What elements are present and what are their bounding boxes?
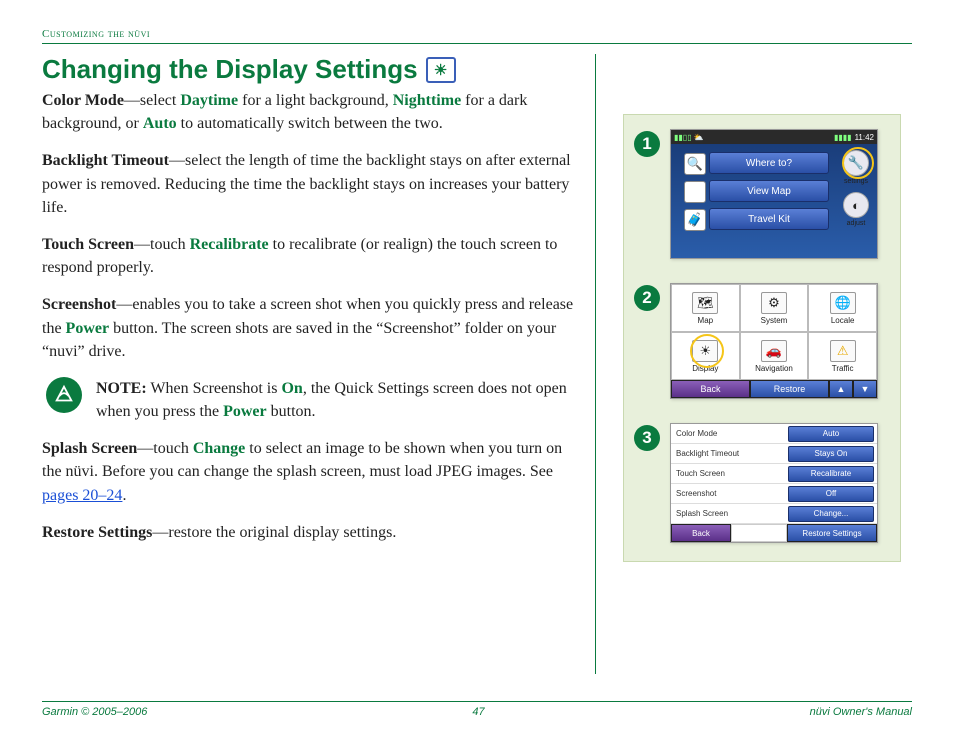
step-2: 2 🗺Map ⚙System 🌐Locale ☀Display 🚗Navigat… <box>634 283 890 399</box>
page-footer: Garmin © 2005–2006 47 nüvi Owner's Manua… <box>42 701 912 718</box>
row-splash: Splash ScreenChange... <box>671 504 877 524</box>
navigation-icon: 🚗 <box>761 340 787 362</box>
row-color-mode: Color ModeAuto <box>671 424 877 444</box>
para-screenshot: Screenshot—enables you to take a screen … <box>42 293 577 363</box>
signal-icon: ▮▮▯▯ ⛅ <box>674 133 704 142</box>
adjust-label: adjust <box>841 220 871 227</box>
footer-copyright: Garmin © 2005–2006 <box>42 706 147 718</box>
term: Backlight Timeout <box>42 152 169 169</box>
para-restore: Restore Settings—restore the original di… <box>42 521 577 544</box>
device-screen-settings: 🗺Map ⚙System 🌐Locale ☀Display 🚗Navigatio… <box>670 283 878 399</box>
footer-manual-title: nüvi Owner's Manual <box>810 706 912 718</box>
para-touchscreen: Touch Screen—touch Recalibrate to recali… <box>42 233 577 279</box>
step-1: 1 ▮▮▯▯ ⛅ ▮▮▮▮11:42 🔍Where to? 🗺View Map … <box>634 129 890 259</box>
suitcase-icon: 🧳 <box>684 209 706 231</box>
section-header: Customizing the nüvi <box>42 28 912 44</box>
para-backlight: Backlight Timeout—select the length of t… <box>42 149 577 219</box>
note-text: NOTE: When Screenshot is On, the Quick S… <box>96 377 577 423</box>
step-badge-2: 2 <box>634 285 660 311</box>
page-title-text: Changing the Display Settings <box>42 54 418 85</box>
para-splash: Splash Screen—touch Change to select an … <box>42 437 577 507</box>
figure-panel: 1 ▮▮▯▯ ⛅ ▮▮▮▮11:42 🔍Where to? 🗺View Map … <box>623 114 901 562</box>
value-button[interactable]: Off <box>788 486 874 502</box>
row-backlight: Backlight TimeoutStays On <box>671 444 877 464</box>
footer-page-number: 47 <box>472 706 484 718</box>
device-screen-display-settings: Color ModeAuto Backlight TimeoutStays On… <box>670 423 878 543</box>
para-color-mode: Color Mode—select Daytime for a light ba… <box>42 89 577 135</box>
clock: 11:42 <box>855 133 874 142</box>
display-settings-icon: ☀ <box>426 57 456 83</box>
term: Screenshot <box>42 296 116 313</box>
settings-cell-map[interactable]: 🗺Map <box>671 284 740 332</box>
adjust-icon[interactable]: ◐ <box>843 192 869 218</box>
settings-cell-traffic[interactable]: ⚠Traffic <box>808 332 877 380</box>
value-button[interactable]: Change... <box>788 506 874 522</box>
highlight-ring-icon <box>690 334 724 368</box>
main-text-column: Changing the Display Settings ☀ Color Mo… <box>42 54 596 674</box>
warning-icon: ⚠ <box>830 340 856 362</box>
highlight-ring-icon <box>842 147 874 179</box>
map-icon: 🗺 <box>692 292 718 314</box>
settings-cell-locale[interactable]: 🌐Locale <box>808 284 877 332</box>
note-block: NOTE: When Screenshot is On, the Quick S… <box>46 377 577 423</box>
globe-icon: 🌐 <box>830 292 856 314</box>
map-icon: 🗺 <box>684 181 706 203</box>
scroll-up-button[interactable]: ▲ <box>829 380 853 398</box>
row-touchscreen: Touch ScreenRecalibrate <box>671 464 877 484</box>
settings-cell-navigation[interactable]: 🚗Navigation <box>740 332 809 380</box>
back-button[interactable]: Back <box>671 380 750 398</box>
restore-settings-button[interactable]: Restore Settings <box>787 524 877 542</box>
term: Color Mode <box>42 92 124 109</box>
value-button[interactable]: Stays On <box>788 446 874 462</box>
settings-label: settings <box>841 178 871 185</box>
back-button[interactable]: Back <box>671 524 731 542</box>
battery-icon: ▮▮▮▮ <box>834 133 852 142</box>
search-icon: 🔍 <box>684 153 706 175</box>
value-button[interactable]: Auto <box>788 426 874 442</box>
term: Touch Screen <box>42 236 134 253</box>
where-to-button[interactable]: 🔍Where to? <box>709 152 829 174</box>
option-recalibrate: Recalibrate <box>190 236 269 253</box>
figure-column: 1 ▮▮▯▯ ⛅ ▮▮▮▮11:42 🔍Where to? 🗺View Map … <box>612 54 912 674</box>
page-title: Changing the Display Settings ☀ <box>42 54 577 85</box>
row-screenshot: ScreenshotOff <box>671 484 877 504</box>
gear-icon: ⚙ <box>761 292 787 314</box>
term: Restore Settings <box>42 524 152 541</box>
page-link[interactable]: pages 20–24 <box>42 487 122 504</box>
status-bar: ▮▮▯▯ ⛅ ▮▮▮▮11:42 <box>671 130 877 144</box>
restore-button[interactable]: Restore <box>750 380 829 398</box>
settings-cell-display[interactable]: ☀Display <box>671 332 740 380</box>
option-daytime: Daytime <box>180 92 238 109</box>
value-button[interactable]: Recalibrate <box>788 466 874 482</box>
note-icon <box>46 377 82 413</box>
step-3: 3 Color ModeAuto Backlight TimeoutStays … <box>634 423 890 543</box>
option-power: Power <box>66 320 110 337</box>
option-nighttime: Nighttime <box>393 92 461 109</box>
scroll-down-button[interactable]: ▼ <box>853 380 877 398</box>
step-badge-3: 3 <box>634 425 660 451</box>
term: Splash Screen <box>42 440 137 457</box>
view-map-button[interactable]: 🗺View Map <box>709 180 829 202</box>
travel-kit-button[interactable]: 🧳Travel Kit <box>709 208 829 230</box>
device-screen-home: ▮▮▯▯ ⛅ ▮▮▮▮11:42 🔍Where to? 🗺View Map 🧳T… <box>670 129 878 259</box>
spacer <box>731 524 787 542</box>
option-auto: Auto <box>143 115 177 132</box>
step-badge-1: 1 <box>634 131 660 157</box>
settings-cell-system[interactable]: ⚙System <box>740 284 809 332</box>
